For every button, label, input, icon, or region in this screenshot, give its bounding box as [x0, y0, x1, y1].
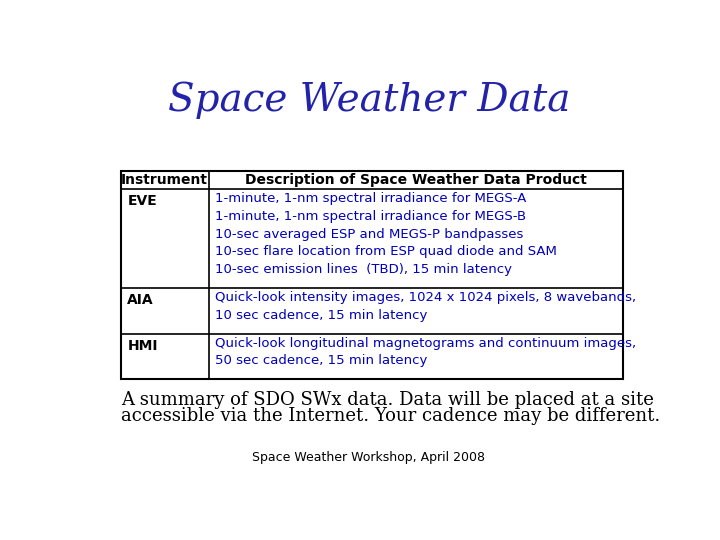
Text: Quick-look intensity images, 1024 x 1024 pixels, 8 wavebands,: Quick-look intensity images, 1024 x 1024…: [215, 292, 636, 305]
Text: Description of Space Weather Data Product: Description of Space Weather Data Produc…: [245, 173, 587, 187]
Text: 50 sec cadence, 15 min latency: 50 sec cadence, 15 min latency: [215, 354, 428, 367]
Text: Instrument: Instrument: [121, 173, 208, 187]
Text: 10-sec flare location from ESP quad diode and SAM: 10-sec flare location from ESP quad diod…: [215, 246, 557, 259]
Text: Quick-look longitudinal magnetograms and continuum images,: Quick-look longitudinal magnetograms and…: [215, 336, 636, 349]
Text: Space Weather Workshop, April 2008: Space Weather Workshop, April 2008: [253, 451, 485, 464]
Text: 1-minute, 1-nm spectral irradiance for MEGS-B: 1-minute, 1-nm spectral irradiance for M…: [215, 210, 526, 223]
Text: 10 sec cadence, 15 min latency: 10 sec cadence, 15 min latency: [215, 309, 428, 322]
Text: HMI: HMI: [127, 339, 158, 353]
Text: Space Weather Data: Space Weather Data: [168, 82, 570, 119]
Text: EVE: EVE: [127, 194, 157, 208]
Text: AIA: AIA: [127, 293, 154, 307]
Text: A summary of SDO SWx data. Data will be placed at a site: A summary of SDO SWx data. Data will be …: [121, 390, 654, 409]
Text: 10-sec averaged ESP and MEGS-P bandpasses: 10-sec averaged ESP and MEGS-P bandpasse…: [215, 228, 523, 241]
Text: 10-sec emission lines  (TBD), 15 min latency: 10-sec emission lines (TBD), 15 min late…: [215, 263, 512, 276]
Text: accessible via the Internet. Your cadence may be different.: accessible via the Internet. Your cadenc…: [121, 407, 660, 425]
Text: 1-minute, 1-nm spectral irradiance for MEGS-A: 1-minute, 1-nm spectral irradiance for M…: [215, 192, 526, 205]
